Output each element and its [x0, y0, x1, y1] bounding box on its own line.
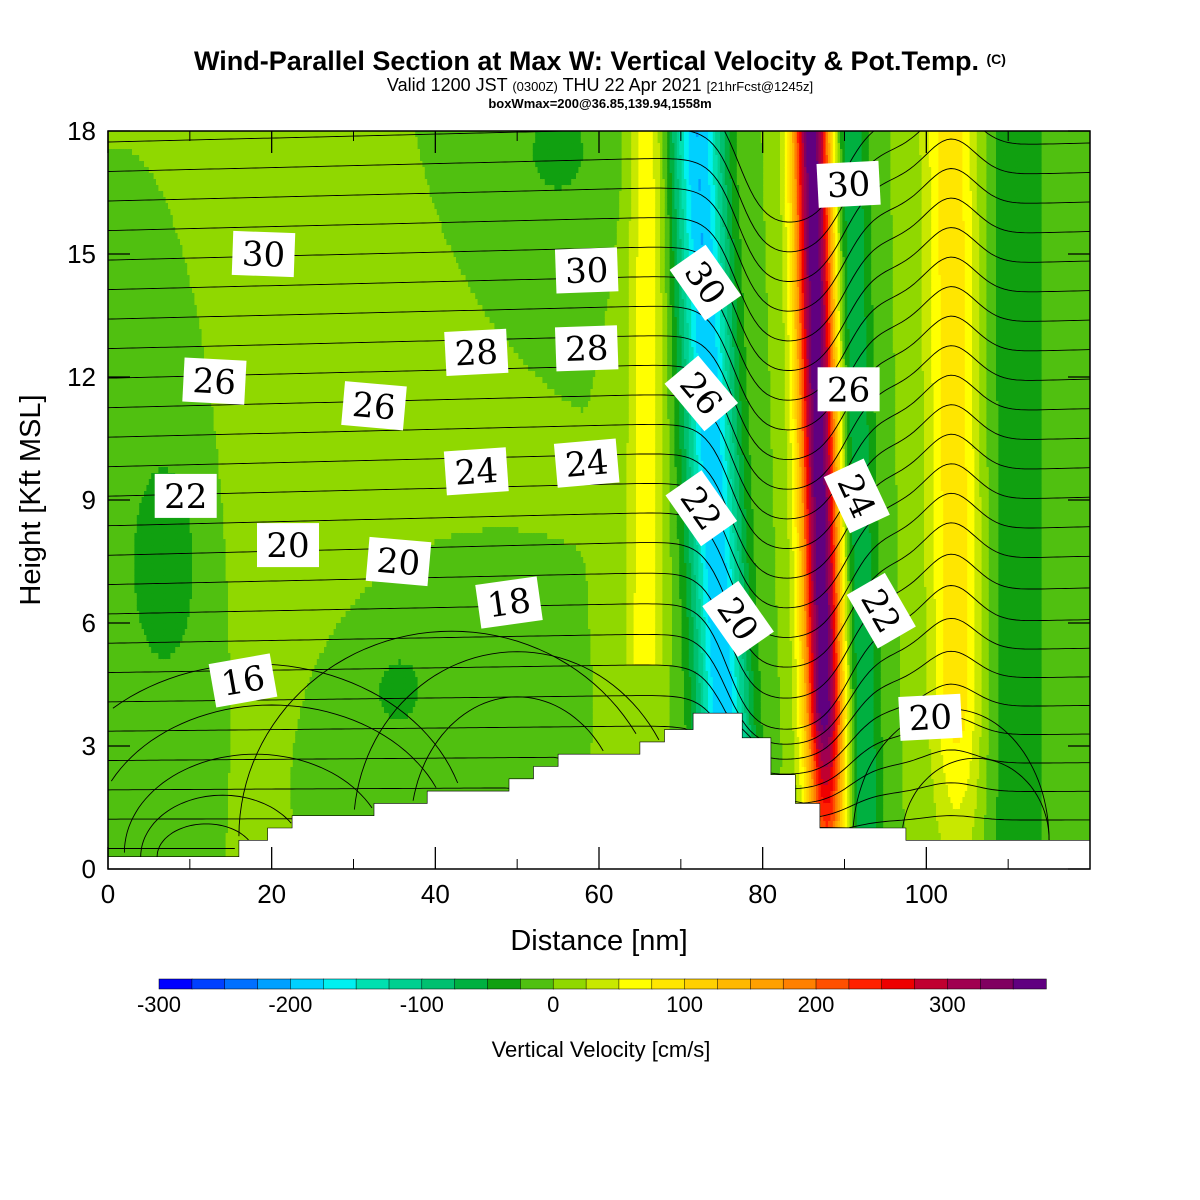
plot-area: 30 30 303028 282626 26 2624 242422 222220 202020… — [108, 115, 1093, 871]
